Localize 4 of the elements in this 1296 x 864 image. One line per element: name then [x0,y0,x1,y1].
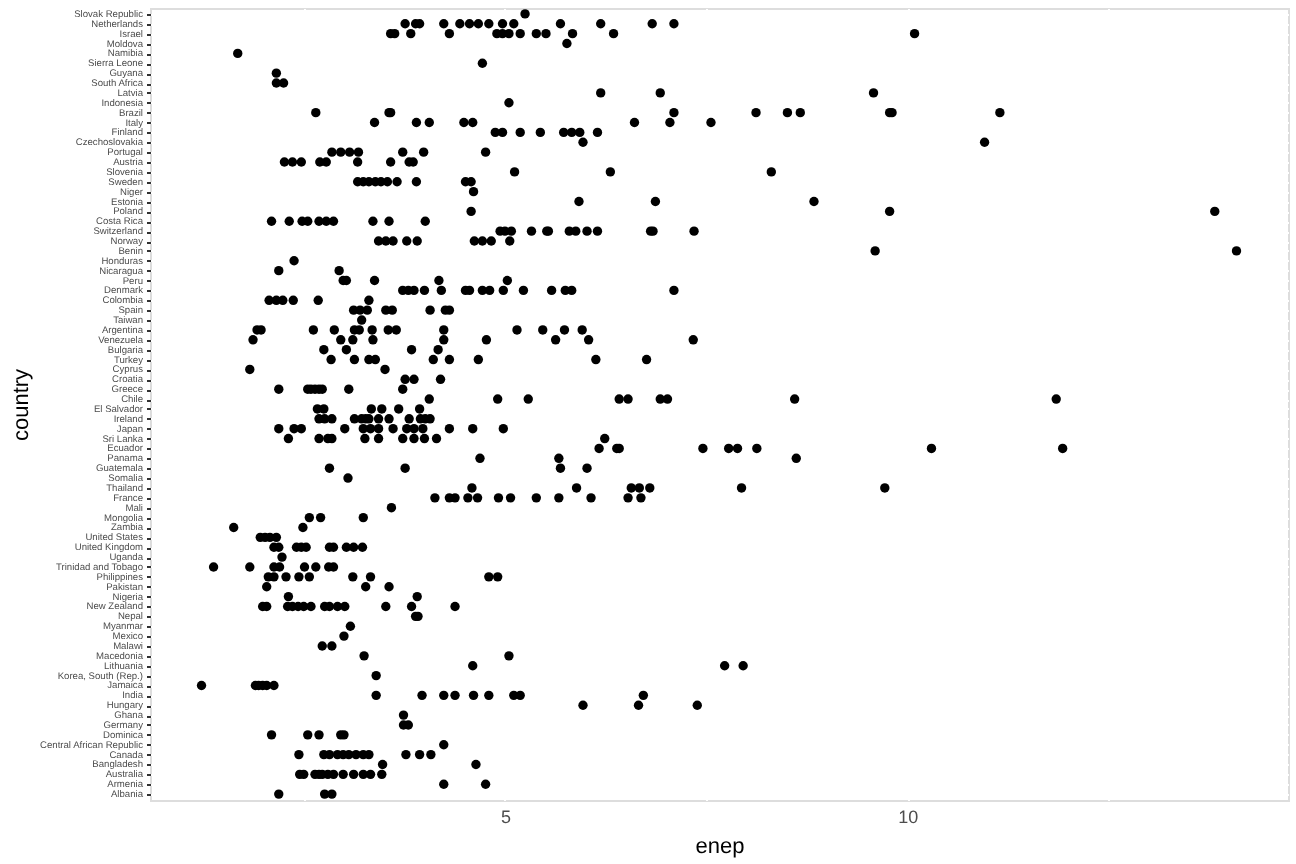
x-axis-title: enep [695,835,745,859]
x-tick-label: 5 [500,807,511,827]
y-axis-title: country [9,367,34,442]
x-tick-label: 10 [898,807,919,827]
